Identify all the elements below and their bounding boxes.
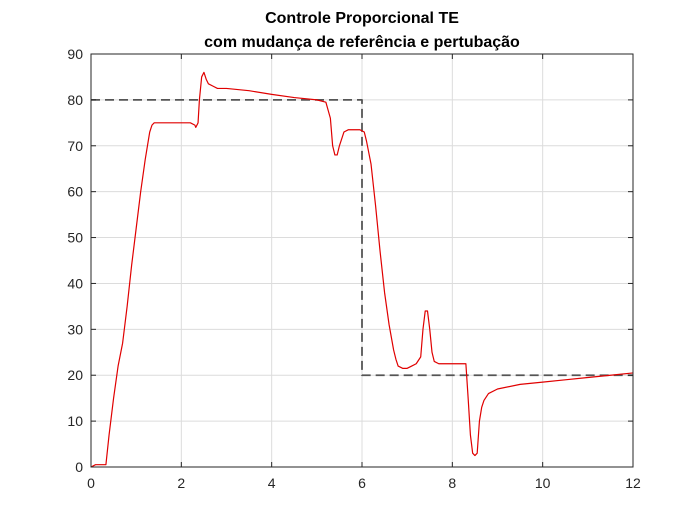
x-tick-label: 0: [87, 475, 95, 491]
series-line-2: [90, 71, 634, 468]
x-tick-label: 8: [448, 475, 456, 491]
y-tick-label: 80: [67, 92, 83, 108]
y-tick-label: 10: [67, 413, 83, 429]
y-tick-label: 90: [67, 46, 83, 62]
x-tick-label: 10: [535, 475, 551, 491]
y-tick-label: 20: [67, 367, 83, 383]
y-tick-label: 0: [75, 459, 83, 475]
chart-subtitle: com mudança de referência e pertubação: [204, 34, 520, 51]
ticks: 0 2 4 6 8 10 12 0 10 20 30 40 50 60 70 80 90: [67, 46, 641, 491]
x-tick-label: 4: [268, 475, 276, 491]
y-tick-label: 70: [67, 138, 83, 154]
x-tick-label: 6: [358, 475, 366, 491]
chart-title: Controle Proporcional TE: [265, 10, 459, 27]
y-tick-label: 60: [67, 184, 83, 200]
series-line-1: [91, 98, 633, 377]
x-tick-label: 12: [625, 475, 641, 491]
x-tick-label: 2: [177, 475, 185, 491]
y-tick-label: 50: [67, 230, 83, 246]
y-tick-label: 40: [67, 275, 83, 291]
series-group: [90, 71, 634, 468]
y-tick-label: 30: [67, 321, 83, 337]
